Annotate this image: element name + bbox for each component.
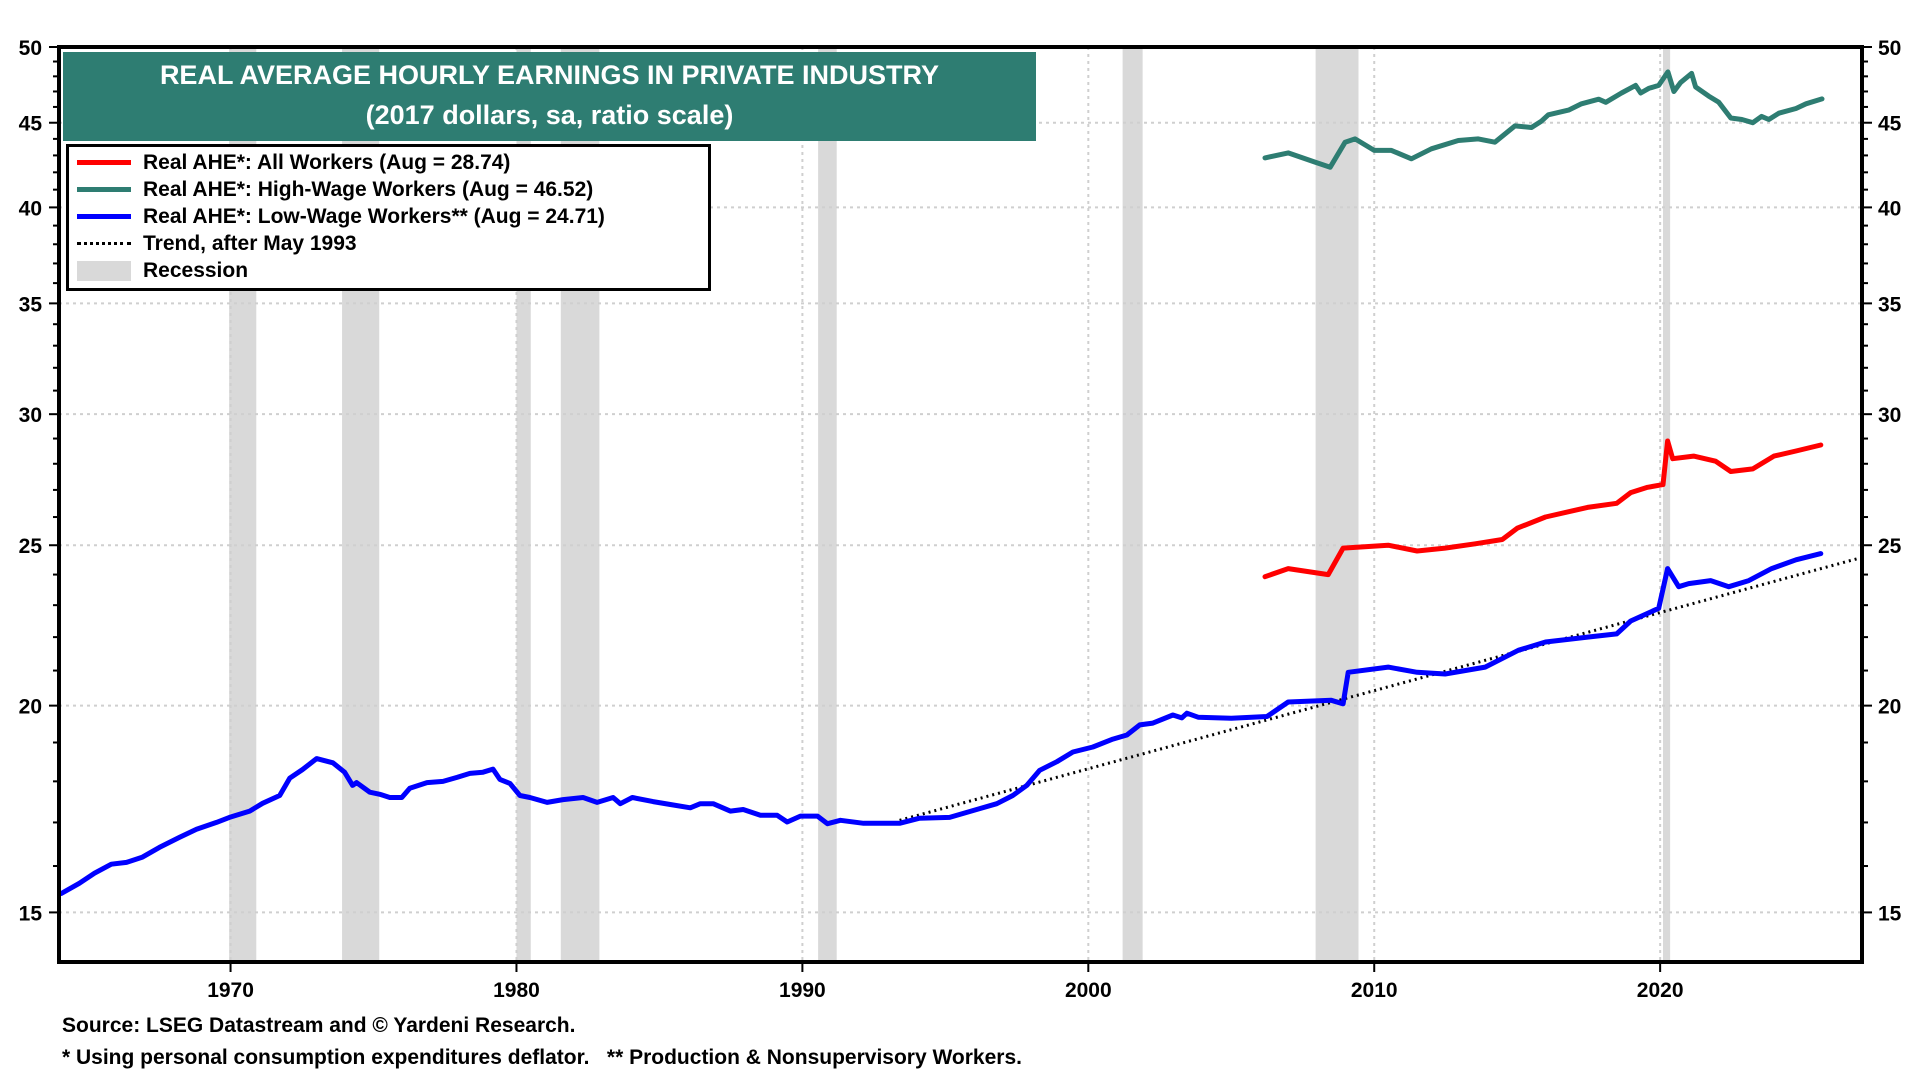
legend-label: Real AHE*: High-Wage Workers (Aug = 46.5… — [143, 177, 594, 201]
chart-title: REAL AVERAGE HOURLY EARNINGS IN PRIVATE … — [159, 60, 940, 90]
y-tick-label-right: 40 — [1878, 197, 1901, 220]
x-tick-label: 2020 — [1637, 979, 1684, 1002]
chart-title-box: REAL AVERAGE HOURLY EARNINGS IN PRIVATE … — [63, 52, 1036, 141]
legend-item-recession: Recession — [69, 257, 248, 284]
footnote: * Using personal consumption expenditure… — [62, 1046, 1022, 1069]
x-tick-label: 2010 — [1351, 979, 1398, 1002]
y-tick-label-right: 45 — [1878, 113, 1902, 136]
legend-item-all-workers: Real AHE*: All Workers (Aug = 28.74) — [69, 149, 510, 176]
series-line-high-wage — [1262, 69, 1825, 170]
legend-item-low-wage: Real AHE*: Low-Wage Workers** (Aug = 24.… — [69, 203, 605, 230]
plot-frame — [57, 45, 1864, 964]
series-lines — [58, 69, 1863, 896]
legend-swatch-gray — [77, 260, 131, 281]
y-tick-label-right: 20 — [1878, 696, 1901, 719]
x-tick-label: 1970 — [207, 979, 254, 1002]
gridlines — [59, 47, 1862, 962]
y-tick-label-left: 45 — [19, 113, 43, 136]
y-tick-label-right: 50 — [1878, 37, 1901, 60]
y-tick-label-left: 20 — [19, 696, 42, 719]
recession-band — [1663, 47, 1671, 962]
y-tick-label-left: 50 — [19, 37, 42, 60]
legend-label: Recession — [143, 258, 249, 282]
recession-band — [1122, 47, 1143, 962]
legend-swatch-red — [77, 160, 131, 165]
x-tick-label: 1990 — [779, 979, 826, 1002]
y-tick-label-left: 25 — [19, 535, 43, 558]
legend-label: Real AHE*: All Workers (Aug = 28.74) — [143, 150, 511, 174]
legend-label: Real AHE*: Low-Wage Workers** (Aug = 24.… — [143, 204, 605, 228]
series-line-low-wage — [58, 551, 1824, 896]
legend-swatch-dotted — [77, 242, 131, 245]
y-tick-label-left: 35 — [19, 293, 43, 316]
y-tick-label-left: 30 — [19, 404, 42, 427]
x-tick-label: 1980 — [493, 979, 540, 1002]
y-tick-label-left: 15 — [19, 902, 43, 925]
y-tick-label-left: 40 — [19, 197, 42, 220]
legend: Real AHE*: All Workers (Aug = 28.74) Rea… — [66, 144, 711, 291]
legend-swatch-blue — [77, 214, 131, 219]
recession-band — [1315, 47, 1359, 962]
source-note: Source: LSEG Datastream and © Yardeni Re… — [62, 1014, 576, 1037]
recession-band — [818, 47, 837, 962]
series-line-trend — [899, 555, 1863, 822]
legend-label: Trend, after May 1993 — [143, 231, 357, 255]
x-tick-label: 2000 — [1065, 979, 1112, 1002]
y-tick-label-right: 35 — [1878, 293, 1902, 316]
y-tick-label-right: 25 — [1878, 535, 1902, 558]
y-tick-label-right: 15 — [1878, 902, 1902, 925]
y-tick-label-right: 30 — [1878, 404, 1901, 427]
legend-item-trend: Trend, after May 1993 — [69, 230, 357, 257]
series-line-all-workers — [1262, 438, 1824, 580]
chart-subtitle: (2017 dollars, sa, ratio scale) — [365, 100, 734, 130]
axes — [49, 45, 1872, 972]
legend-swatch-teal — [77, 187, 131, 192]
legend-item-high-wage: Real AHE*: High-Wage Workers (Aug = 46.5… — [69, 176, 593, 203]
